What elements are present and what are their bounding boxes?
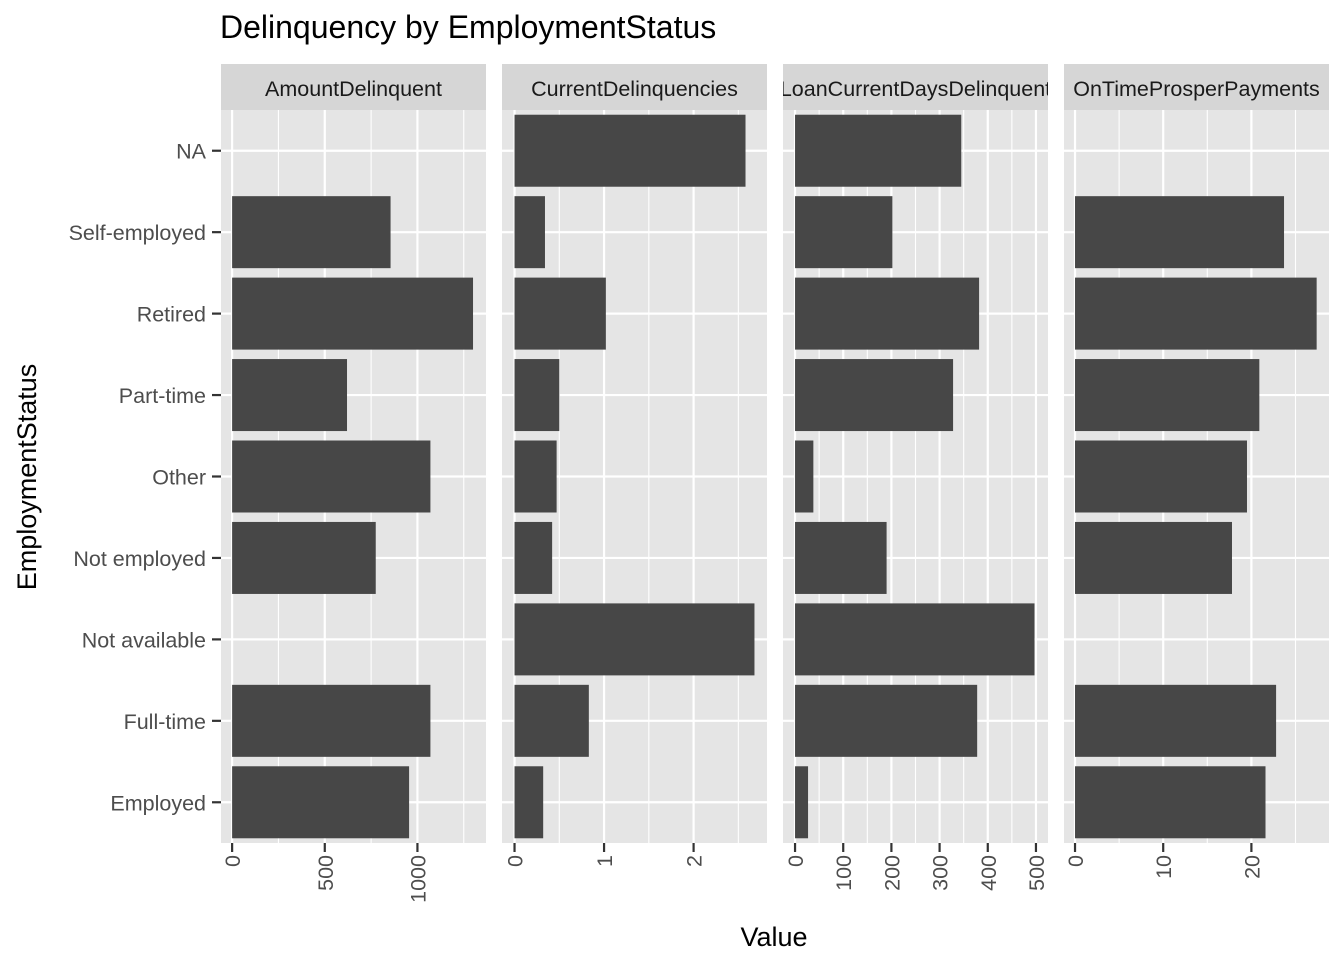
bar (795, 277, 980, 350)
y-tick-label: Not available (82, 628, 206, 652)
bar (232, 196, 391, 269)
bar (1075, 359, 1260, 432)
x-axis-label: Value (740, 922, 807, 952)
x-tick-label: 200 (880, 855, 904, 891)
bar (795, 766, 809, 839)
bar (1075, 196, 1285, 269)
facet-strip (1064, 64, 1329, 110)
bar (514, 603, 755, 676)
x-tick-label: 1 (593, 855, 617, 867)
bar (795, 440, 814, 513)
facet-strip-label: CurrentDelinquencies (531, 77, 738, 101)
bar (1075, 766, 1266, 839)
bar (514, 440, 557, 513)
facet-strip-label: AmountDelinquent (265, 77, 442, 101)
bar (795, 603, 1035, 676)
bar (1075, 684, 1277, 757)
x-tick-label: 100 (832, 855, 856, 891)
x-tick-label: 1000 (406, 855, 430, 903)
facet-strip (502, 64, 767, 110)
bar (514, 684, 589, 757)
x-tick-label: 0 (221, 855, 245, 867)
x-tick-label: 0 (504, 855, 528, 867)
bar (1075, 521, 1232, 594)
bar (1075, 277, 1317, 350)
facet-strip-label: OnTimeProsperPayments (1073, 77, 1320, 101)
bar (232, 359, 348, 432)
bar (514, 359, 560, 432)
x-tick-label: 400 (977, 855, 1001, 891)
facet-panel: CurrentDelinquencies 0 1 2 (502, 64, 767, 867)
x-tick-label: 0 (1064, 855, 1088, 867)
bar (795, 359, 954, 432)
x-tick-label: 500 (314, 855, 338, 891)
y-tick-label: NA (176, 140, 207, 164)
bar (232, 521, 376, 594)
bar (514, 766, 544, 839)
y-tick-label: Retired (137, 303, 206, 327)
bar (795, 196, 893, 269)
bar (514, 277, 606, 350)
x-tick-label: 10 (1152, 855, 1176, 879)
y-axis: NA Self-employed Retired Part-time Other Not … (69, 140, 221, 815)
bar (514, 521, 553, 594)
y-tick-label: Full-time (124, 710, 206, 734)
facet-panel: AmountDelinquent 0 500 1000 (221, 64, 486, 903)
x-tick-label: 20 (1240, 855, 1264, 879)
bar (232, 766, 410, 839)
x-tick-label: 2 (683, 855, 707, 867)
x-tick-label: 500 (1025, 855, 1049, 891)
bar (232, 277, 474, 350)
bar (795, 114, 962, 187)
y-tick-label: Part-time (119, 384, 206, 408)
bar (514, 114, 746, 187)
bar (514, 196, 545, 269)
bar (232, 440, 431, 513)
chart-title: Delinquency by EmploymentStatus (220, 9, 716, 45)
bar (795, 521, 887, 594)
facet-strip-label: LoanCurrentDaysDelinquent (780, 77, 1051, 101)
y-tick-label: Self-employed (69, 221, 206, 245)
y-tick-label: Employed (110, 791, 206, 815)
facet-panel: OnTimeProsperPayments 0 10 20 (1064, 64, 1329, 879)
bar (795, 684, 978, 757)
y-tick-label: Not employed (73, 547, 206, 571)
y-axis-label: EmploymentStatus (12, 364, 42, 591)
facet-strip (783, 64, 1048, 110)
bar (232, 684, 431, 757)
facet-strip (221, 64, 486, 110)
x-tick-label: 300 (929, 855, 953, 891)
bar (1075, 440, 1247, 513)
x-tick-label: 0 (784, 855, 808, 867)
facet-panel: LoanCurrentDaysDelinquent 0 100 200 300 400 50… (780, 64, 1051, 891)
y-tick-label: Other (152, 466, 206, 490)
